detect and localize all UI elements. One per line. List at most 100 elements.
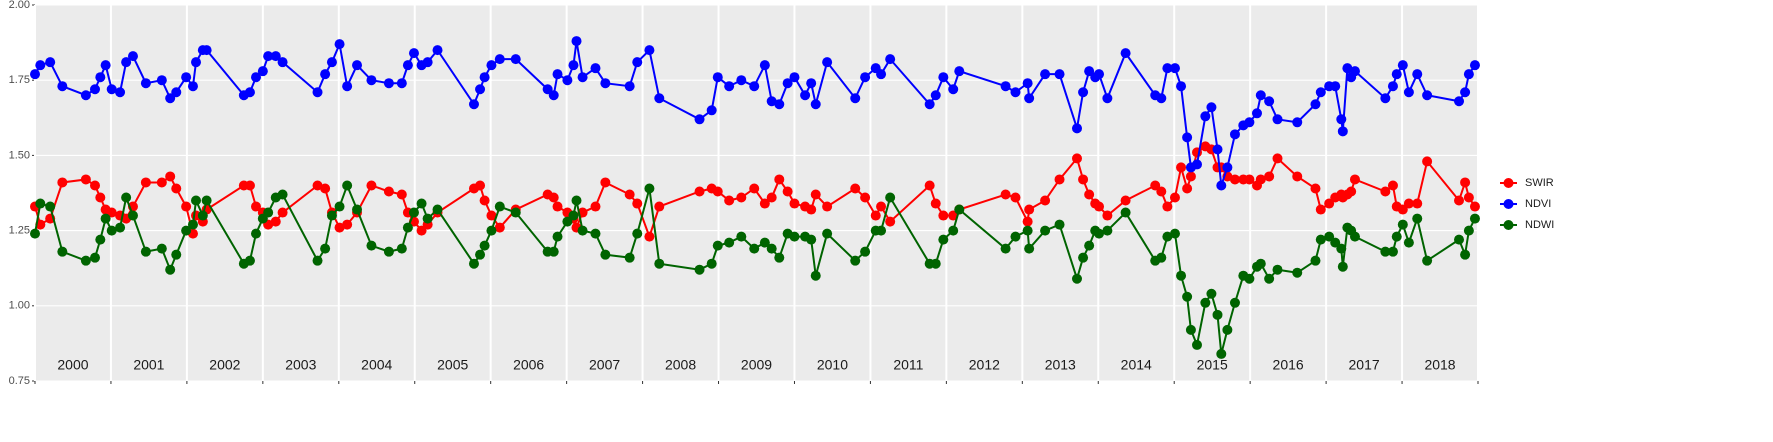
- data-point: [1010, 192, 1021, 203]
- data-point: [479, 240, 490, 251]
- data-point: [191, 195, 202, 206]
- x-tick-label: 2000: [57, 357, 88, 373]
- data-point: [1169, 228, 1180, 239]
- data-point: [782, 78, 793, 89]
- data-point: [383, 186, 394, 197]
- data-point: [876, 225, 887, 236]
- data-point: [562, 75, 573, 86]
- data-point: [766, 243, 777, 254]
- data-point: [1391, 69, 1402, 80]
- data-point: [810, 270, 821, 281]
- data-point: [402, 222, 413, 233]
- data-point: [1310, 99, 1321, 110]
- data-point: [187, 81, 198, 92]
- data-point: [1182, 183, 1193, 194]
- data-point: [326, 57, 337, 68]
- data-point: [1463, 225, 1474, 236]
- data-point: [1084, 189, 1095, 200]
- data-point: [1460, 87, 1471, 98]
- data-point: [1403, 198, 1414, 209]
- data-point: [806, 234, 817, 245]
- data-point: [1094, 228, 1105, 239]
- data-point: [165, 93, 176, 104]
- data-point: [1102, 225, 1113, 236]
- data-point: [1169, 192, 1180, 203]
- data-point: [1185, 171, 1196, 182]
- data-point: [320, 69, 331, 80]
- data-point: [1216, 180, 1227, 191]
- data-point: [1169, 63, 1180, 74]
- data-point: [342, 81, 353, 92]
- x-tick-label: 2002: [209, 357, 240, 373]
- data-point: [320, 243, 331, 254]
- data-point: [244, 87, 255, 98]
- x-tick-label: 2006: [513, 357, 544, 373]
- data-point: [1054, 174, 1065, 185]
- data-point: [494, 222, 505, 233]
- data-point: [774, 174, 785, 185]
- data-point: [632, 57, 643, 68]
- data-point: [860, 192, 871, 203]
- data-point: [1022, 225, 1033, 236]
- data-point: [396, 189, 407, 200]
- data-point: [475, 180, 486, 191]
- y-tick-label: 2.00: [9, 0, 30, 11]
- data-point: [1229, 129, 1240, 140]
- x-tick-label: 2017: [1349, 357, 1380, 373]
- data-point: [334, 201, 345, 212]
- legend-marker: [1503, 199, 1514, 209]
- data-point: [1094, 69, 1105, 80]
- data-point: [1222, 162, 1233, 173]
- data-point: [1156, 252, 1167, 263]
- data-point: [1310, 255, 1321, 266]
- data-point: [57, 177, 68, 188]
- data-point: [1024, 204, 1035, 215]
- y-tick-label: 1.00: [9, 300, 30, 312]
- data-point: [1010, 231, 1021, 242]
- data-point: [1040, 195, 1051, 206]
- data-point: [1010, 87, 1021, 98]
- data-point: [100, 213, 111, 224]
- data-point: [165, 171, 176, 182]
- data-point: [191, 57, 202, 68]
- data-point: [270, 51, 281, 62]
- data-point: [552, 201, 563, 212]
- data-point: [121, 57, 132, 68]
- data-point: [562, 216, 573, 227]
- data-point: [486, 210, 497, 221]
- data-point: [1084, 240, 1095, 251]
- data-point: [724, 195, 735, 206]
- data-point: [1054, 69, 1065, 80]
- x-tick-label: 2014: [1121, 357, 1152, 373]
- data-point: [1022, 78, 1033, 89]
- data-point: [1463, 69, 1474, 80]
- data-point: [1212, 144, 1223, 155]
- data-point: [1024, 243, 1035, 254]
- data-point: [1403, 87, 1414, 98]
- data-point: [277, 189, 288, 200]
- data-point: [806, 204, 817, 215]
- data-point: [1272, 264, 1283, 275]
- data-point: [759, 60, 770, 71]
- data-point: [694, 114, 705, 125]
- data-point: [80, 90, 91, 101]
- data-point: [156, 177, 167, 188]
- data-point: [106, 84, 117, 95]
- data-point: [263, 51, 274, 62]
- data-point: [1315, 234, 1326, 245]
- data-point: [860, 246, 871, 257]
- data-point: [1469, 60, 1480, 71]
- data-point: [822, 201, 833, 212]
- data-point: [244, 255, 255, 266]
- data-point: [1412, 69, 1423, 80]
- data-point: [1206, 288, 1217, 299]
- data-point: [408, 207, 419, 218]
- data-point: [1191, 159, 1202, 170]
- data-point: [850, 93, 861, 104]
- y-tick-label: 1.75: [9, 74, 30, 86]
- data-point: [774, 99, 785, 110]
- data-point: [1000, 81, 1011, 92]
- data-point: [885, 216, 896, 227]
- data-point: [80, 255, 91, 266]
- data-point: [277, 207, 288, 218]
